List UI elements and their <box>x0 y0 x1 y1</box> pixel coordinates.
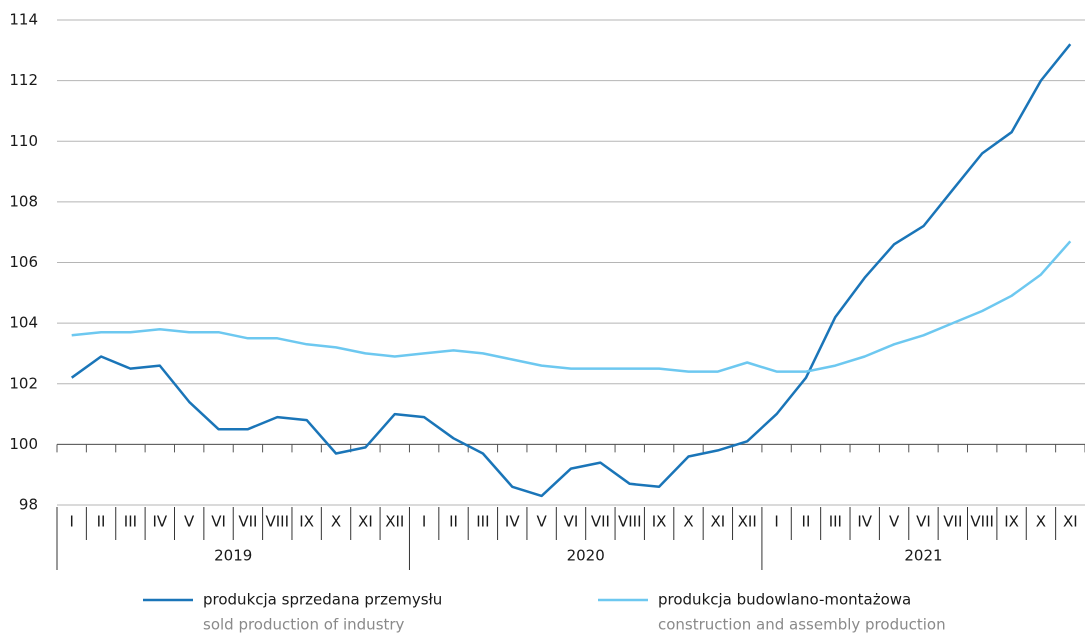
x-tick-label: V <box>889 513 900 531</box>
x-tick-label: VII <box>238 513 257 531</box>
x-tick-label: X <box>683 513 693 531</box>
y-tick-label: 106 <box>9 253 38 271</box>
x-tick-label: VI <box>916 513 931 531</box>
y-tick-label: 100 <box>9 435 38 453</box>
x-tick-label: XII <box>385 513 404 531</box>
x-tick-label: II <box>802 513 811 531</box>
x-tick-label: III <box>124 513 137 531</box>
legend-label-en: sold production of industry <box>203 616 405 634</box>
group-label: 2021 <box>904 547 942 565</box>
x-tick-label: VII <box>591 513 610 531</box>
x-tick-label: VI <box>211 513 226 531</box>
series-line <box>71 240 1072 373</box>
x-tick-label: V <box>184 513 195 531</box>
x-tick-label: I <box>69 513 73 531</box>
x-tick-label: IX <box>299 513 314 531</box>
series-line <box>70 43 1072 498</box>
x-tick-label: XI <box>1063 513 1078 531</box>
x-tick-label: IX <box>1004 513 1019 531</box>
x-tick-label: VII <box>943 513 962 531</box>
x-tick-label: I <box>422 513 426 531</box>
y-tick-label: 108 <box>9 192 38 210</box>
x-tick-label: VIII <box>970 513 994 531</box>
x-tick-label: IV <box>505 513 520 531</box>
legend-label-en: construction and assembly production <box>658 616 946 634</box>
y-tick-label: 102 <box>9 374 38 392</box>
x-tick-label: III <box>829 513 842 531</box>
x-tick-label: IV <box>857 513 872 531</box>
y-tick-label: 112 <box>9 71 38 89</box>
x-tick-label: VIII <box>266 513 290 531</box>
x-tick-label: XI <box>711 513 726 531</box>
x-tick-label: IV <box>152 513 167 531</box>
x-tick-label: V <box>536 513 547 531</box>
x-tick-label: I <box>774 513 778 531</box>
group-label: 2019 <box>214 547 252 565</box>
y-tick-label: 104 <box>9 314 38 332</box>
x-tick-label: IX <box>652 513 667 531</box>
x-tick-label: X <box>1036 513 1046 531</box>
legend-label: produkcja sprzedana przemysłu <box>203 591 442 609</box>
x-tick-label: X <box>331 513 341 531</box>
x-tick-label: II <box>97 513 106 531</box>
x-tick-label: XI <box>358 513 373 531</box>
y-tick-label: 110 <box>9 132 38 150</box>
y-tick-label: 98 <box>19 496 38 514</box>
x-tick-label: III <box>476 513 489 531</box>
group-label: 2020 <box>567 547 605 565</box>
x-tick-label: XII <box>738 513 757 531</box>
x-tick-label: II <box>449 513 458 531</box>
x-tick-label: VIII <box>618 513 642 531</box>
legend-label: produkcja budowlano-montażowa <box>658 591 911 609</box>
y-tick-label: 114 <box>9 11 38 29</box>
x-tick-label: VI <box>564 513 579 531</box>
